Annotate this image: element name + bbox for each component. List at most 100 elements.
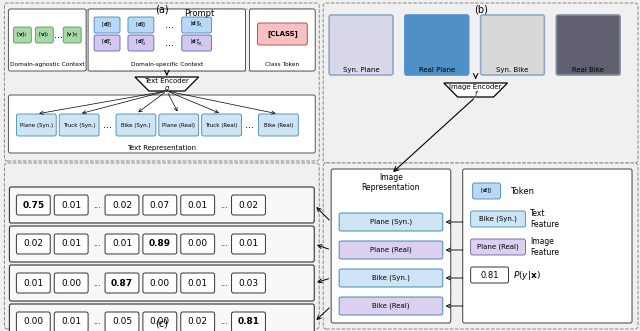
FancyBboxPatch shape bbox=[143, 273, 177, 293]
FancyBboxPatch shape bbox=[339, 241, 443, 259]
FancyBboxPatch shape bbox=[54, 234, 88, 254]
FancyBboxPatch shape bbox=[180, 234, 214, 254]
FancyBboxPatch shape bbox=[463, 169, 632, 323]
FancyBboxPatch shape bbox=[17, 195, 51, 215]
FancyBboxPatch shape bbox=[105, 234, 139, 254]
FancyBboxPatch shape bbox=[4, 3, 319, 161]
Text: ...: ... bbox=[102, 120, 111, 130]
Text: ...: ... bbox=[54, 30, 63, 40]
Text: Bike (Syn.): Bike (Syn.) bbox=[372, 275, 410, 281]
Text: $P(y|\mathbf{x})$: $P(y|\mathbf{x})$ bbox=[513, 268, 541, 281]
Text: 0.02: 0.02 bbox=[23, 240, 44, 249]
Text: Bike (Real): Bike (Real) bbox=[264, 122, 293, 127]
Text: ...: ... bbox=[165, 20, 174, 30]
Text: 0.81: 0.81 bbox=[237, 317, 259, 326]
FancyBboxPatch shape bbox=[232, 273, 266, 293]
Text: Image
Feature: Image Feature bbox=[531, 237, 559, 257]
Text: Plane (Real): Plane (Real) bbox=[477, 244, 518, 250]
Text: $[\mathbf{d}]^t_1$: $[\mathbf{d}]^t_1$ bbox=[101, 38, 113, 48]
Text: $[\mathbf{d}]^s_{M_2}$: $[\mathbf{d}]^s_{M_2}$ bbox=[190, 20, 204, 30]
Text: ...: ... bbox=[93, 278, 101, 288]
FancyBboxPatch shape bbox=[339, 213, 443, 231]
FancyBboxPatch shape bbox=[17, 114, 56, 136]
FancyBboxPatch shape bbox=[232, 312, 266, 331]
Text: Text Encoder: Text Encoder bbox=[145, 78, 189, 84]
Text: g: g bbox=[164, 85, 169, 91]
FancyBboxPatch shape bbox=[180, 195, 214, 215]
FancyBboxPatch shape bbox=[331, 169, 451, 323]
Text: Syn. Bike: Syn. Bike bbox=[496, 67, 529, 73]
FancyBboxPatch shape bbox=[17, 312, 51, 331]
FancyBboxPatch shape bbox=[257, 23, 307, 45]
FancyBboxPatch shape bbox=[202, 114, 241, 136]
FancyBboxPatch shape bbox=[10, 304, 314, 331]
FancyBboxPatch shape bbox=[232, 195, 266, 215]
Text: 0.81: 0.81 bbox=[481, 270, 499, 279]
FancyBboxPatch shape bbox=[182, 35, 212, 51]
Text: $[\mathbf{d}]^s_2$: $[\mathbf{d}]^s_2$ bbox=[481, 186, 493, 196]
Text: Image Encoder: Image Encoder bbox=[449, 84, 502, 90]
FancyBboxPatch shape bbox=[63, 27, 81, 43]
FancyBboxPatch shape bbox=[105, 273, 139, 293]
FancyBboxPatch shape bbox=[128, 17, 154, 33]
FancyBboxPatch shape bbox=[159, 114, 198, 136]
Text: ...: ... bbox=[93, 317, 101, 326]
FancyBboxPatch shape bbox=[60, 114, 99, 136]
Text: f: f bbox=[474, 91, 477, 97]
Text: ...: ... bbox=[93, 240, 101, 249]
FancyBboxPatch shape bbox=[17, 234, 51, 254]
Text: $[\mathbf{v}]_2$: $[\mathbf{v}]_2$ bbox=[38, 30, 51, 39]
FancyBboxPatch shape bbox=[17, 273, 51, 293]
Text: Plane (Syn.): Plane (Syn.) bbox=[370, 219, 412, 225]
FancyBboxPatch shape bbox=[4, 163, 319, 329]
Text: 0.00: 0.00 bbox=[150, 278, 170, 288]
Text: Domain-specific Context: Domain-specific Context bbox=[131, 62, 203, 67]
Text: Text Representation: Text Representation bbox=[127, 145, 196, 151]
Text: Syn. Plane: Syn. Plane bbox=[343, 67, 380, 73]
FancyBboxPatch shape bbox=[259, 114, 298, 136]
FancyBboxPatch shape bbox=[182, 17, 212, 33]
Polygon shape bbox=[135, 77, 198, 91]
FancyBboxPatch shape bbox=[88, 9, 246, 71]
Text: Domain-agnostic Context: Domain-agnostic Context bbox=[10, 62, 84, 67]
FancyBboxPatch shape bbox=[105, 312, 139, 331]
FancyBboxPatch shape bbox=[105, 195, 139, 215]
FancyBboxPatch shape bbox=[180, 312, 214, 331]
Text: (c): (c) bbox=[156, 318, 168, 328]
Text: ...: ... bbox=[93, 201, 101, 210]
FancyBboxPatch shape bbox=[10, 226, 314, 262]
Text: (b): (b) bbox=[474, 4, 488, 14]
FancyBboxPatch shape bbox=[323, 3, 638, 163]
FancyBboxPatch shape bbox=[470, 211, 525, 227]
Text: 0.01: 0.01 bbox=[188, 201, 208, 210]
Text: 0.01: 0.01 bbox=[23, 278, 44, 288]
Text: Truck (Real): Truck (Real) bbox=[205, 122, 238, 127]
Text: 0.87: 0.87 bbox=[111, 278, 133, 288]
FancyBboxPatch shape bbox=[128, 35, 154, 51]
FancyBboxPatch shape bbox=[116, 114, 156, 136]
FancyBboxPatch shape bbox=[143, 195, 177, 215]
FancyBboxPatch shape bbox=[250, 9, 316, 71]
Text: 0.01: 0.01 bbox=[112, 240, 132, 249]
Text: 0.00: 0.00 bbox=[150, 317, 170, 326]
FancyBboxPatch shape bbox=[54, 273, 88, 293]
Text: Image: Image bbox=[379, 172, 403, 181]
Text: Real Bike: Real Bike bbox=[572, 67, 604, 73]
Text: ...: ... bbox=[220, 317, 228, 326]
Text: (a): (a) bbox=[155, 4, 169, 14]
Text: 0.01: 0.01 bbox=[61, 240, 81, 249]
Text: Bike (Real): Bike (Real) bbox=[372, 303, 410, 309]
FancyBboxPatch shape bbox=[13, 27, 31, 43]
Text: Truck (Syn.): Truck (Syn.) bbox=[63, 122, 95, 127]
FancyBboxPatch shape bbox=[54, 312, 88, 331]
Text: $[\mathbf{d}]^t_2$: $[\mathbf{d}]^t_2$ bbox=[135, 38, 147, 48]
FancyBboxPatch shape bbox=[8, 95, 316, 153]
Text: Token: Token bbox=[511, 186, 534, 196]
FancyBboxPatch shape bbox=[556, 15, 620, 75]
Text: 0.02: 0.02 bbox=[112, 201, 132, 210]
FancyBboxPatch shape bbox=[143, 234, 177, 254]
Text: ...: ... bbox=[165, 38, 174, 48]
Text: $[\mathbf{d}]^s_1$: $[\mathbf{d}]^s_1$ bbox=[101, 20, 113, 30]
Text: Prompt: Prompt bbox=[184, 9, 215, 18]
FancyBboxPatch shape bbox=[323, 163, 638, 329]
